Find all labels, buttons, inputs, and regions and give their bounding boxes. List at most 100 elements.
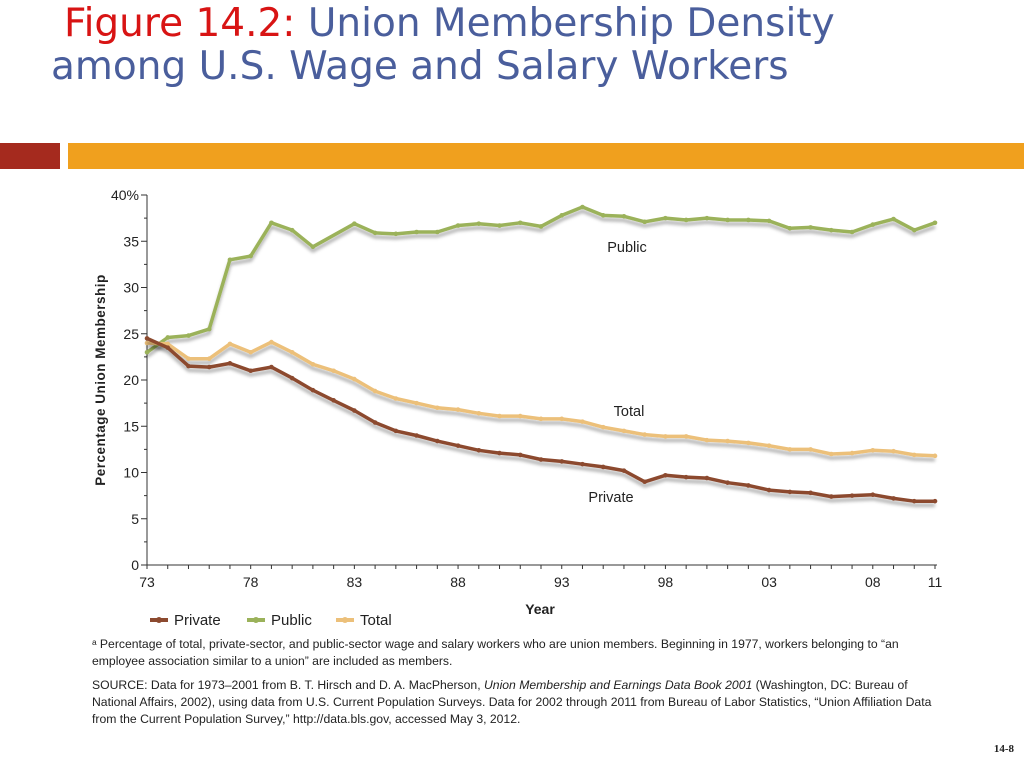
point-private — [289, 375, 295, 381]
point-total — [435, 405, 440, 411]
point-total — [787, 447, 793, 452]
point-public — [621, 213, 627, 219]
x-tick-label: 03 — [761, 574, 777, 590]
point-total — [580, 419, 585, 424]
y-tick-label: 15 — [123, 418, 139, 434]
point-total — [746, 440, 751, 446]
point-private — [766, 487, 772, 493]
legend-marker-total — [342, 617, 348, 623]
x-tick-label: 73 — [139, 574, 155, 590]
point-public — [227, 257, 233, 263]
point-private — [849, 493, 855, 498]
point-public — [435, 229, 440, 235]
point-total — [600, 424, 606, 430]
point-private — [455, 443, 461, 448]
point-public — [911, 227, 917, 233]
series-line-total — [146, 340, 936, 458]
point-private — [186, 363, 191, 369]
point-private — [414, 433, 419, 438]
point-private — [704, 475, 710, 481]
y-tick-label: 5 — [131, 511, 139, 527]
point-public — [787, 226, 793, 231]
point-total — [165, 341, 171, 347]
y-tick-label: 20 — [123, 372, 139, 388]
point-total — [870, 448, 876, 453]
legend-label-total: Total — [360, 612, 392, 629]
point-public — [414, 229, 419, 235]
point-public — [186, 333, 191, 338]
point-public — [808, 225, 813, 230]
y-axis-title: Percentage Union Membership — [93, 274, 108, 486]
point-public — [580, 204, 585, 210]
point-public — [829, 227, 834, 233]
point-total — [704, 437, 710, 443]
point-public — [165, 335, 171, 340]
point-total — [766, 443, 772, 448]
point-public — [144, 349, 150, 355]
page-number: 14-8 — [993, 743, 1014, 755]
point-total — [725, 438, 730, 444]
point-public — [538, 224, 544, 229]
x-axis-title: Year — [525, 601, 555, 617]
point-private — [372, 420, 378, 425]
point-private — [310, 387, 316, 393]
point-total — [372, 388, 378, 394]
point-private — [206, 364, 212, 370]
x-tick-label: 78 — [243, 574, 259, 590]
point-total — [476, 411, 482, 416]
legend-marker-private — [156, 617, 162, 623]
point-public — [248, 253, 253, 259]
point-public — [600, 213, 606, 218]
point-private — [621, 468, 627, 473]
legend-label-private: Private — [174, 612, 221, 629]
point-private — [663, 472, 668, 478]
y-tick-label: 0 — [131, 557, 139, 573]
point-total — [393, 396, 399, 401]
series-label-public: Public — [607, 240, 647, 256]
decorative-band-red — [0, 143, 60, 169]
point-public — [206, 326, 212, 332]
point-total — [683, 434, 689, 439]
point-private — [911, 498, 917, 504]
point-total — [663, 434, 668, 439]
point-public — [352, 221, 357, 226]
point-public — [642, 219, 647, 225]
point-total — [642, 432, 647, 437]
x-tick-label: 83 — [347, 574, 363, 590]
series-label-total: Total — [614, 404, 645, 420]
source-rest: (Washington, DC: Bureau of National Affa… — [92, 678, 932, 726]
point-public — [870, 222, 876, 227]
point-private — [476, 448, 482, 453]
legend-label-public: Public — [271, 612, 312, 629]
point-public — [746, 217, 751, 223]
point-total — [269, 339, 274, 345]
point-public — [497, 223, 502, 228]
point-public — [891, 216, 896, 222]
x-tick-label: 11 — [928, 574, 943, 590]
series-line-public — [145, 205, 936, 354]
point-public — [849, 229, 855, 235]
point-private — [248, 368, 253, 374]
chart-footnote: ᵃ Percentage of total, private-sector, a… — [92, 637, 899, 668]
point-total — [310, 361, 316, 367]
x-tick-label: 08 — [865, 574, 881, 590]
point-total — [849, 450, 855, 456]
point-public — [289, 227, 295, 233]
point-private — [269, 364, 274, 370]
y-tick-label: 35 — [123, 233, 139, 249]
point-total — [289, 349, 295, 355]
point-public — [393, 231, 399, 237]
point-private — [580, 461, 585, 467]
point-private — [331, 398, 336, 403]
point-private — [808, 490, 813, 496]
point-private — [725, 480, 730, 485]
point-private — [559, 459, 565, 464]
point-private — [870, 492, 876, 498]
point-private — [227, 361, 233, 366]
point-private — [538, 457, 544, 462]
point-total — [352, 376, 357, 382]
point-public — [683, 217, 689, 223]
point-total — [414, 400, 419, 406]
point-public — [269, 220, 274, 226]
point-private — [165, 345, 171, 350]
